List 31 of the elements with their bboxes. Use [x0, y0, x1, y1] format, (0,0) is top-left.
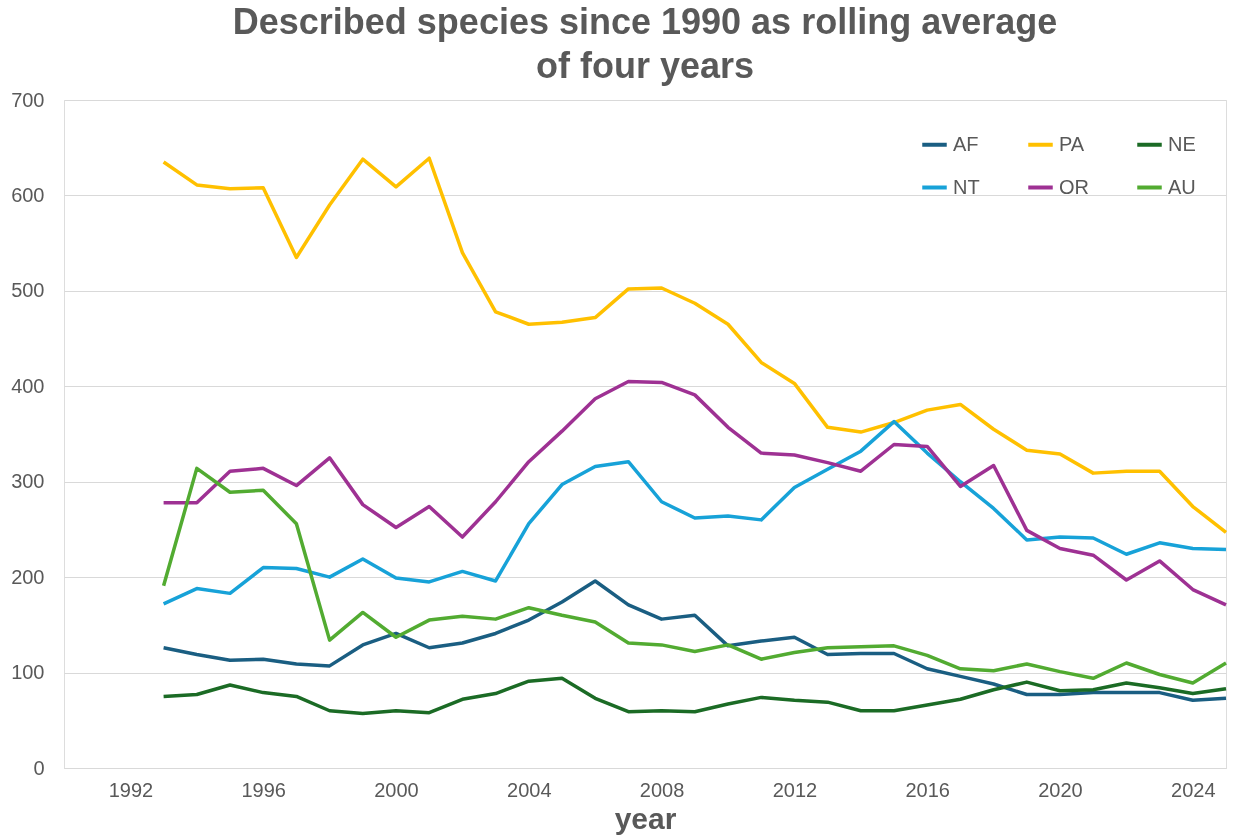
- x-tick-label: 2016: [905, 778, 950, 801]
- x-tick-label: 1996: [241, 778, 286, 801]
- legend-label: NT: [953, 175, 980, 198]
- x-tick-label: 2024: [1171, 778, 1216, 801]
- y-tick-label: 500: [11, 279, 45, 302]
- legend-label: AF: [953, 132, 979, 155]
- x-tick-label: 2004: [507, 778, 552, 801]
- line-series: [161, 676, 1228, 716]
- y-tick-label: 100: [11, 661, 45, 684]
- y-tick-label: 600: [11, 183, 45, 206]
- y-tick-label: 400: [11, 374, 45, 397]
- y-tick-label: 200: [11, 565, 45, 588]
- x-tick-label: 2008: [639, 778, 685, 801]
- line-series: [161, 379, 1228, 607]
- x-axis-title: year: [614, 801, 677, 835]
- x-tick-label: 1992: [108, 778, 154, 801]
- x-tick-label: 2012: [772, 778, 818, 801]
- line-series: [161, 466, 1228, 685]
- x-tick-label: 2000: [374, 778, 419, 801]
- x-tick-label: 2020: [1038, 778, 1083, 801]
- y-tick-label: 0: [33, 756, 45, 779]
- legend-label: NE: [1168, 132, 1196, 155]
- y-tick-label: 700: [11, 88, 45, 111]
- line-series: [161, 579, 1228, 702]
- legend-label: AU: [1168, 175, 1196, 198]
- y-tick-label: 300: [11, 470, 45, 493]
- line-series: [161, 419, 1228, 606]
- line-series: [161, 156, 1228, 535]
- legend-label: OR: [1059, 175, 1089, 198]
- legend-label: PA: [1059, 132, 1085, 155]
- chart-title: Described species since 1990 as rolling average of four years: [232, 1, 1058, 86]
